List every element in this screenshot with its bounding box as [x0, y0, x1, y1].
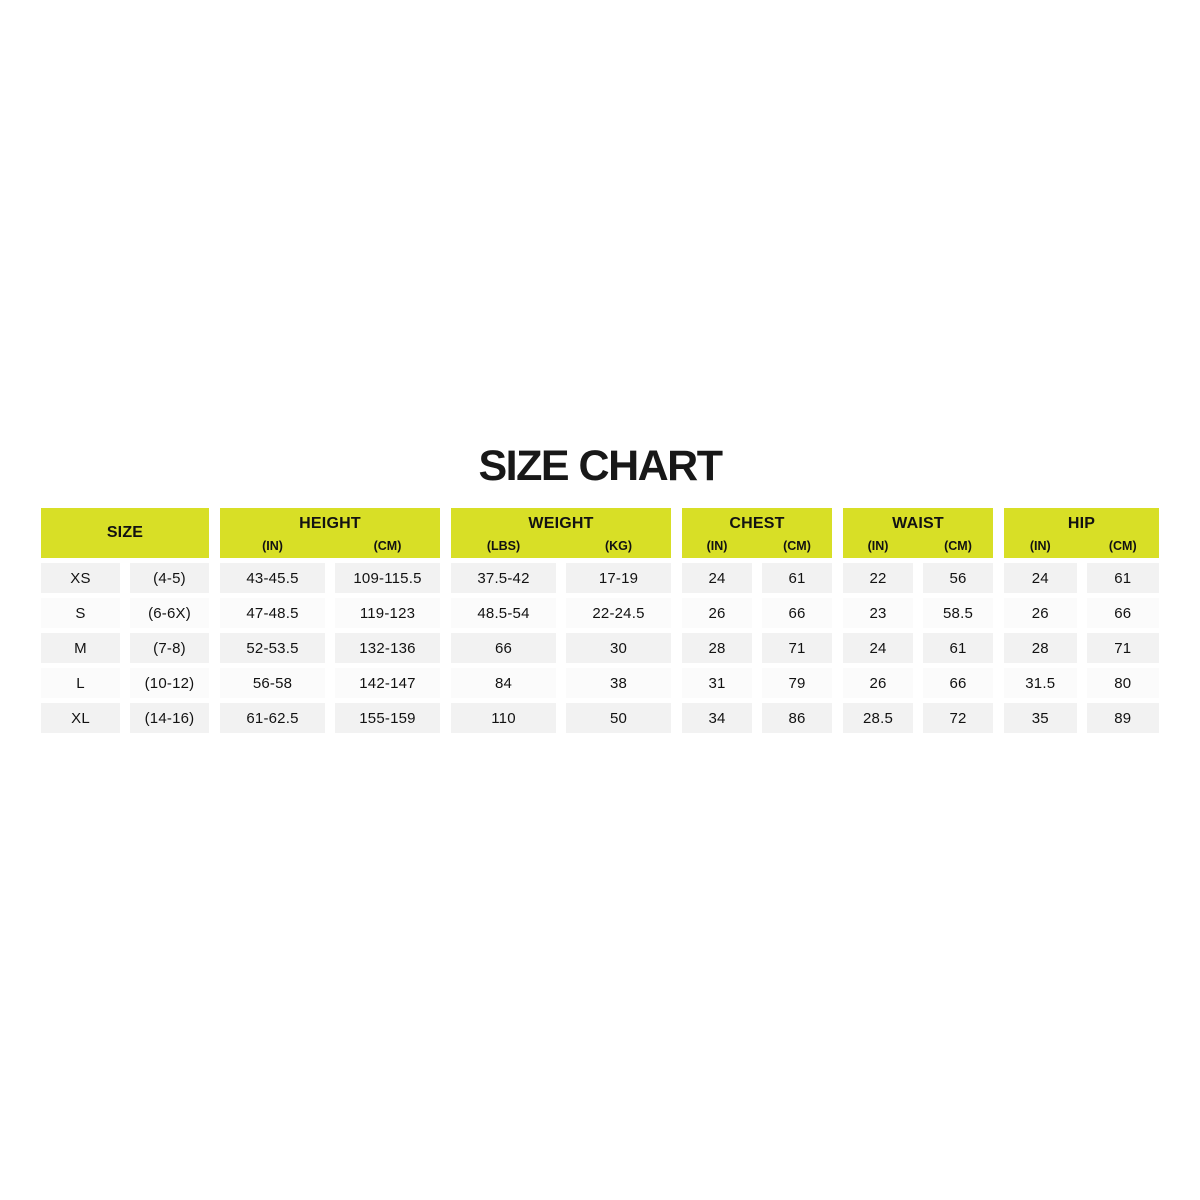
group-header-hip: HIP (IN) (CM): [1004, 508, 1159, 558]
group-label-waist: WAIST: [892, 515, 944, 532]
group-header-chest: CHEST (IN) (CM): [682, 508, 832, 558]
unit-label-chest-in: (IN): [706, 539, 728, 553]
table-cell-weight-kg: 17-19: [566, 563, 671, 593]
table-cell-hip-cm: 71: [1086, 633, 1159, 663]
table-cell-height-cm: 155-159: [335, 703, 440, 733]
column-group-height: HEIGHT (IN) (CM) 43-45.5 109-115.5 47-48…: [220, 508, 440, 733]
table-cell-hip-cm: 61: [1086, 563, 1159, 593]
table-cell-weight-lbs: 66: [451, 633, 556, 663]
table-cell-height-cm: 132-136: [335, 633, 440, 663]
table-cell-height-cm: 142-147: [335, 668, 440, 698]
group-label-chest: CHEST: [729, 515, 785, 532]
table-cell-waist-in: 26: [843, 668, 913, 698]
table-cell-hip-in: 24: [1004, 563, 1077, 593]
table-cell-height-in: 52-53.5: [220, 633, 325, 663]
group-label-size: SIZE: [106, 524, 144, 541]
group-label-weight: WEIGHT: [528, 515, 594, 532]
table-cell-height-in: 61-62.5: [220, 703, 325, 733]
table-cell-size-range: (4-5): [130, 563, 209, 593]
table-cell-hip-cm: 89: [1086, 703, 1159, 733]
table-cell-waist-cm: 58.5: [923, 598, 993, 628]
column-group-waist: WAIST (IN) (CM) 22 56 23 58.5 24 61 26 6…: [843, 508, 993, 733]
unit-label-height-in: (IN): [262, 539, 283, 553]
table-cell-size: L: [41, 668, 120, 698]
table-cell-waist-in: 22: [843, 563, 913, 593]
table-cell-weight-kg: 38: [566, 668, 671, 698]
column-group-size: SIZE XS (4-5) S (6-6X) M (7-8) L (10-12)…: [41, 508, 209, 733]
group-header-weight: WEIGHT (LBS) (KG): [451, 508, 671, 558]
table-cell-chest-cm: 66: [762, 598, 832, 628]
table-cell-size-range: (7-8): [130, 633, 209, 663]
unit-label-weight-kg: (KG): [604, 539, 633, 553]
column-group-hip: HIP (IN) (CM) 24 61 26 66 28 71 31.5 80 …: [1004, 508, 1159, 733]
table-cell-waist-cm: 61: [923, 633, 993, 663]
table-cell-chest-in: 28: [682, 633, 752, 663]
unit-label-weight-lbs: (LBS): [486, 539, 521, 553]
table-cell-height-in: 56-58: [220, 668, 325, 698]
table-cell-chest-cm: 86: [762, 703, 832, 733]
unit-label-hip-cm: (CM): [1108, 539, 1137, 553]
unit-label-hip-in: (IN): [1029, 539, 1051, 553]
table-cell-size: XS: [41, 563, 120, 593]
unit-label-height-cm: (CM): [373, 539, 402, 553]
table-cell-weight-lbs: 37.5-42: [451, 563, 556, 593]
table-cell-size: S: [41, 598, 120, 628]
table-cell-waist-cm: 56: [923, 563, 993, 593]
table-cell-chest-cm: 79: [762, 668, 832, 698]
group-label-hip: HIP: [1067, 515, 1096, 532]
table-cell-waist-in: 23: [843, 598, 913, 628]
table-cell-chest-in: 31: [682, 668, 752, 698]
group-label-height: HEIGHT: [299, 515, 361, 532]
table-cell-size-range: (10-12): [130, 668, 209, 698]
table-cell-chest-cm: 71: [762, 633, 832, 663]
column-group-weight: WEIGHT (LBS) (KG) 37.5-42 17-19 48.5-54 …: [451, 508, 671, 733]
table-cell-hip-in: 28: [1004, 633, 1077, 663]
unit-label-waist-cm: (CM): [944, 539, 972, 553]
table-cell-weight-kg: 50: [566, 703, 671, 733]
table-cell-weight-kg: 22-24.5: [566, 598, 671, 628]
table-cell-size-range: (6-6X): [130, 598, 209, 628]
table-cell-hip-cm: 80: [1086, 668, 1159, 698]
table-cell-weight-lbs: 84: [451, 668, 556, 698]
table-cell-height-cm: 109-115.5: [335, 563, 440, 593]
table-cell-waist-in: 28.5: [843, 703, 913, 733]
table-cell-waist-cm: 66: [923, 668, 993, 698]
table-cell-size-range: (14-16): [130, 703, 209, 733]
page-title: SIZE CHART: [478, 442, 724, 490]
table-cell-hip-in: 31.5: [1004, 668, 1077, 698]
table-cell-weight-lbs: 48.5-54: [451, 598, 556, 628]
group-header-waist: WAIST (IN) (CM): [843, 508, 993, 558]
table-cell-height-in: 43-45.5: [220, 563, 325, 593]
table-cell-chest-in: 34: [682, 703, 752, 733]
group-header-size: SIZE: [41, 508, 209, 558]
group-header-height: HEIGHT (IN) (CM): [220, 508, 440, 558]
table-cell-height-cm: 119-123: [335, 598, 440, 628]
table-cell-waist-in: 24: [843, 633, 913, 663]
table-cell-chest-in: 24: [682, 563, 752, 593]
size-chart-table: SIZE XS (4-5) S (6-6X) M (7-8) L (10-12)…: [41, 508, 1159, 733]
size-chart-section: SIZE CHART SIZE XS (4-5) S (6-6X) M (7-8…: [41, 442, 1159, 733]
column-group-chest: CHEST (IN) (CM) 24 61 26 66 28 71 31 79 …: [682, 508, 832, 733]
unit-label-chest-cm: (CM): [783, 539, 811, 553]
table-cell-hip-in: 26: [1004, 598, 1077, 628]
table-cell-size: XL: [41, 703, 120, 733]
table-cell-weight-kg: 30: [566, 633, 671, 663]
table-cell-size: M: [41, 633, 120, 663]
table-cell-chest-in: 26: [682, 598, 752, 628]
table-cell-height-in: 47-48.5: [220, 598, 325, 628]
table-cell-weight-lbs: 110: [451, 703, 556, 733]
table-cell-hip-in: 35: [1004, 703, 1077, 733]
table-cell-waist-cm: 72: [923, 703, 993, 733]
table-cell-hip-cm: 66: [1086, 598, 1159, 628]
unit-label-waist-in: (IN): [867, 539, 889, 553]
table-cell-chest-cm: 61: [762, 563, 832, 593]
